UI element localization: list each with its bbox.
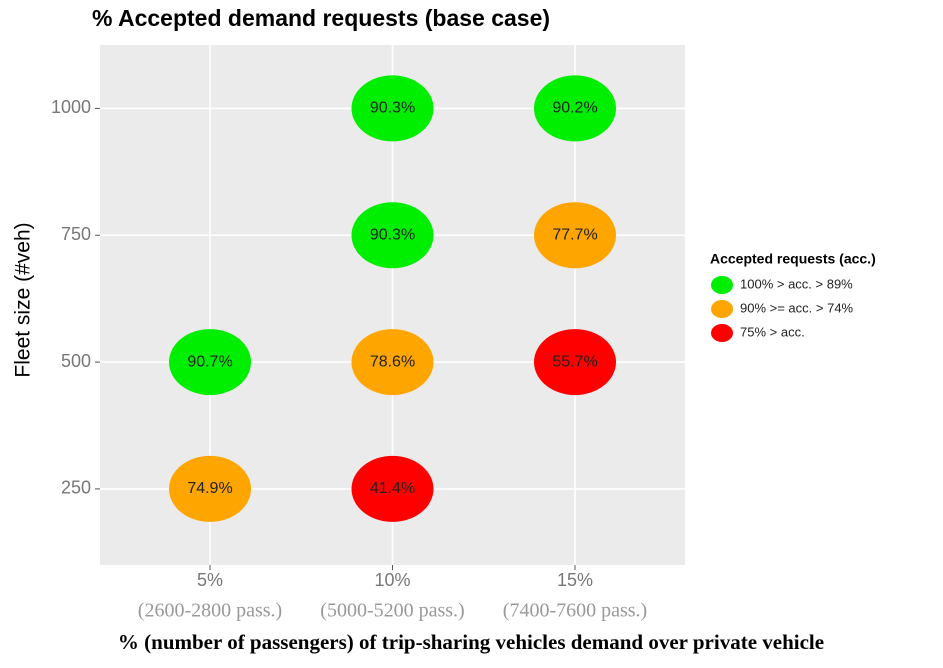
x-tick-sublabel: (7400-7600 pass.) [503, 600, 647, 622]
data-label: 90.2% [552, 100, 597, 117]
chart-title: % Accepted demand requests (base case) [92, 5, 550, 31]
data-label: 78.6% [370, 353, 415, 370]
legend-label: 75% > acc. [740, 324, 805, 339]
y-tick-label: 250 [61, 478, 91, 498]
point [351, 202, 434, 269]
data-label: 90.3% [370, 226, 415, 243]
x-tick-sublabel: (5000-5200 pass.) [320, 600, 464, 622]
x-tick-label: 5% [197, 570, 223, 590]
x-tick-sublabel: (2600-2800 pass.) [138, 600, 282, 622]
y-tick-label: 750 [61, 224, 91, 244]
x-axis-label: % (number of passengers) of trip-sharing… [118, 630, 824, 654]
point [534, 202, 616, 269]
data-label: 77.7% [552, 226, 597, 243]
point [169, 455, 251, 522]
point [169, 329, 251, 396]
legend-title: Accepted requests (acc.) [710, 251, 876, 267]
data-label: 90.7% [187, 353, 232, 370]
point [534, 329, 616, 396]
data-label: 90.3% [370, 100, 415, 117]
x-tick-label: 15% [557, 570, 593, 590]
marks: 90.3% 90.2% 90.3% 90.7% 77.7% 78.6% 74.9% 55.7%… [169, 75, 616, 522]
legend-swatch [711, 300, 733, 318]
point [534, 75, 616, 142]
y-axis-label: Fleet size (#veh) [12, 222, 35, 377]
data-label: 41.4% [370, 480, 415, 497]
y-tick-label: 1000 [51, 97, 91, 117]
data-label: 74.9% [187, 480, 232, 497]
point [351, 455, 434, 522]
y-tick-label: 500 [61, 351, 91, 371]
x-tick-label: 10% [374, 570, 410, 590]
point [351, 329, 434, 396]
data-label: 55.7% [552, 353, 597, 370]
legend: 100% > acc. > 89% 90% >= acc. > 74% 75% > … [711, 276, 854, 342]
legend-swatch [711, 324, 733, 342]
point [351, 75, 434, 142]
legend-label: 90% >= acc. > 74% [740, 300, 854, 315]
legend-swatch [711, 276, 733, 294]
legend-label: 100% > acc. > 89% [740, 276, 853, 291]
